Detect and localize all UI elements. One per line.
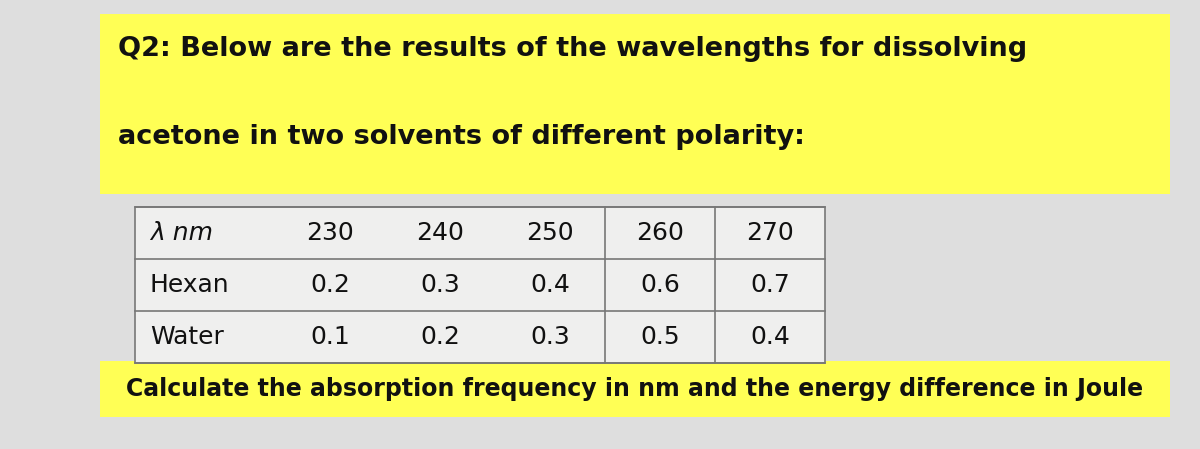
Text: 230: 230: [306, 221, 354, 245]
Text: Calculate the absorption frequency in nm and the energy difference in Joule: Calculate the absorption frequency in nm…: [126, 377, 1144, 401]
Text: 260: 260: [636, 221, 684, 245]
Text: Q2: Below are the results of the wavelengths for dissolving: Q2: Below are the results of the wavelen…: [118, 36, 1027, 62]
Text: 0.6: 0.6: [640, 273, 680, 297]
Text: Hexan: Hexan: [150, 273, 229, 297]
Text: 0.3: 0.3: [530, 325, 570, 349]
Text: 0.5: 0.5: [640, 325, 680, 349]
FancyBboxPatch shape: [134, 207, 826, 363]
Text: 0.4: 0.4: [530, 273, 570, 297]
Text: acetone in two solvents of different polarity:: acetone in two solvents of different pol…: [118, 124, 805, 150]
Text: 0.2: 0.2: [310, 273, 350, 297]
Text: 240: 240: [416, 221, 464, 245]
Text: 0.3: 0.3: [420, 273, 460, 297]
Text: 0.4: 0.4: [750, 325, 790, 349]
FancyBboxPatch shape: [100, 14, 1170, 194]
Text: 0.2: 0.2: [420, 325, 460, 349]
Text: 0.1: 0.1: [310, 325, 350, 349]
Text: 0.7: 0.7: [750, 273, 790, 297]
Text: 270: 270: [746, 221, 794, 245]
FancyBboxPatch shape: [100, 361, 1170, 417]
Text: λ nm: λ nm: [150, 221, 214, 245]
Text: Water: Water: [150, 325, 224, 349]
Text: 250: 250: [526, 221, 574, 245]
